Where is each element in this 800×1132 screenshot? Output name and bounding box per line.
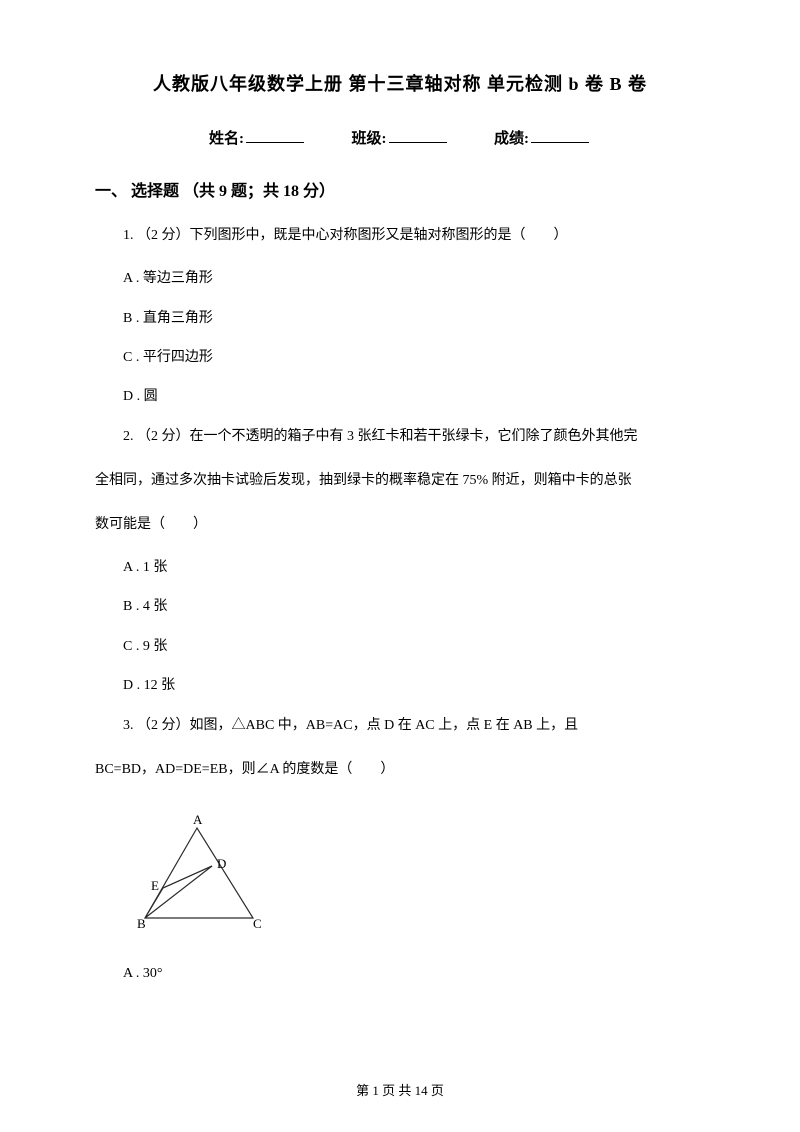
q1-option-a: A . 等边三角形 xyxy=(95,266,705,291)
page-footer: 第 1 页 共 14 页 xyxy=(0,1081,800,1102)
q2-option-a: A . 1 张 xyxy=(95,555,705,580)
footer-prefix: 第 xyxy=(356,1083,372,1098)
figure-label-b: B xyxy=(137,916,146,931)
figure-label-a: A xyxy=(193,812,203,827)
student-info-line: 姓名: 班级: 成绩: xyxy=(95,127,705,151)
figure-label-c: C xyxy=(253,916,262,931)
footer-total: 14 xyxy=(415,1083,428,1098)
q1-option-c: C . 平行四边形 xyxy=(95,345,705,370)
q1-option-b: B . 直角三角形 xyxy=(95,306,705,331)
q2-option-c: C . 9 张 xyxy=(95,634,705,659)
q3-stem-line1: 3. （2 分）如图，△ABC 中，AB=AC，点 D 在 AC 上，点 E 在… xyxy=(95,712,705,740)
q2-option-d: D . 12 张 xyxy=(95,673,705,698)
name-label: 姓名: xyxy=(209,131,244,147)
q3-stem-line2: BC=BD，AD=DE=EB，则∠A 的度数是（ ） xyxy=(95,756,705,784)
section-heading: 一、 选择题 （共 9 题；共 18 分） xyxy=(95,179,705,205)
score-label: 成绩: xyxy=(494,131,529,147)
q3-option-a: A . 30° xyxy=(95,961,705,986)
q1-stem: 1. （2 分）下列图形中，既是中心对称图形又是轴对称图形的是（ ） xyxy=(95,222,705,250)
q2-stem-line1: 2. （2 分）在一个不透明的箱子中有 3 张红卡和若干张绿卡，它们除了颜色外其… xyxy=(95,423,705,451)
figure-label-d: D xyxy=(217,856,226,871)
q3-figure: A D E B C xyxy=(125,810,270,935)
score-blank xyxy=(531,129,589,143)
q2-option-b: B . 4 张 xyxy=(95,594,705,619)
footer-mid: 页 共 xyxy=(379,1083,415,1098)
figure-label-e: E xyxy=(151,878,159,893)
footer-suffix: 页 xyxy=(428,1083,444,1098)
q1-option-d: D . 圆 xyxy=(95,384,705,409)
class-blank xyxy=(389,129,447,143)
page-title: 人教版八年级数学上册 第十三章轴对称 单元检测 b 卷 B 卷 xyxy=(95,70,705,99)
q2-stem-line2: 全相同，通过多次抽卡试验后发现，抽到绿卡的概率稳定在 75% 附近，则箱中卡的总… xyxy=(95,467,705,495)
name-blank xyxy=(246,129,304,143)
class-label: 班级: xyxy=(352,131,387,147)
q2-stem-line3: 数可能是（ ） xyxy=(95,511,705,539)
